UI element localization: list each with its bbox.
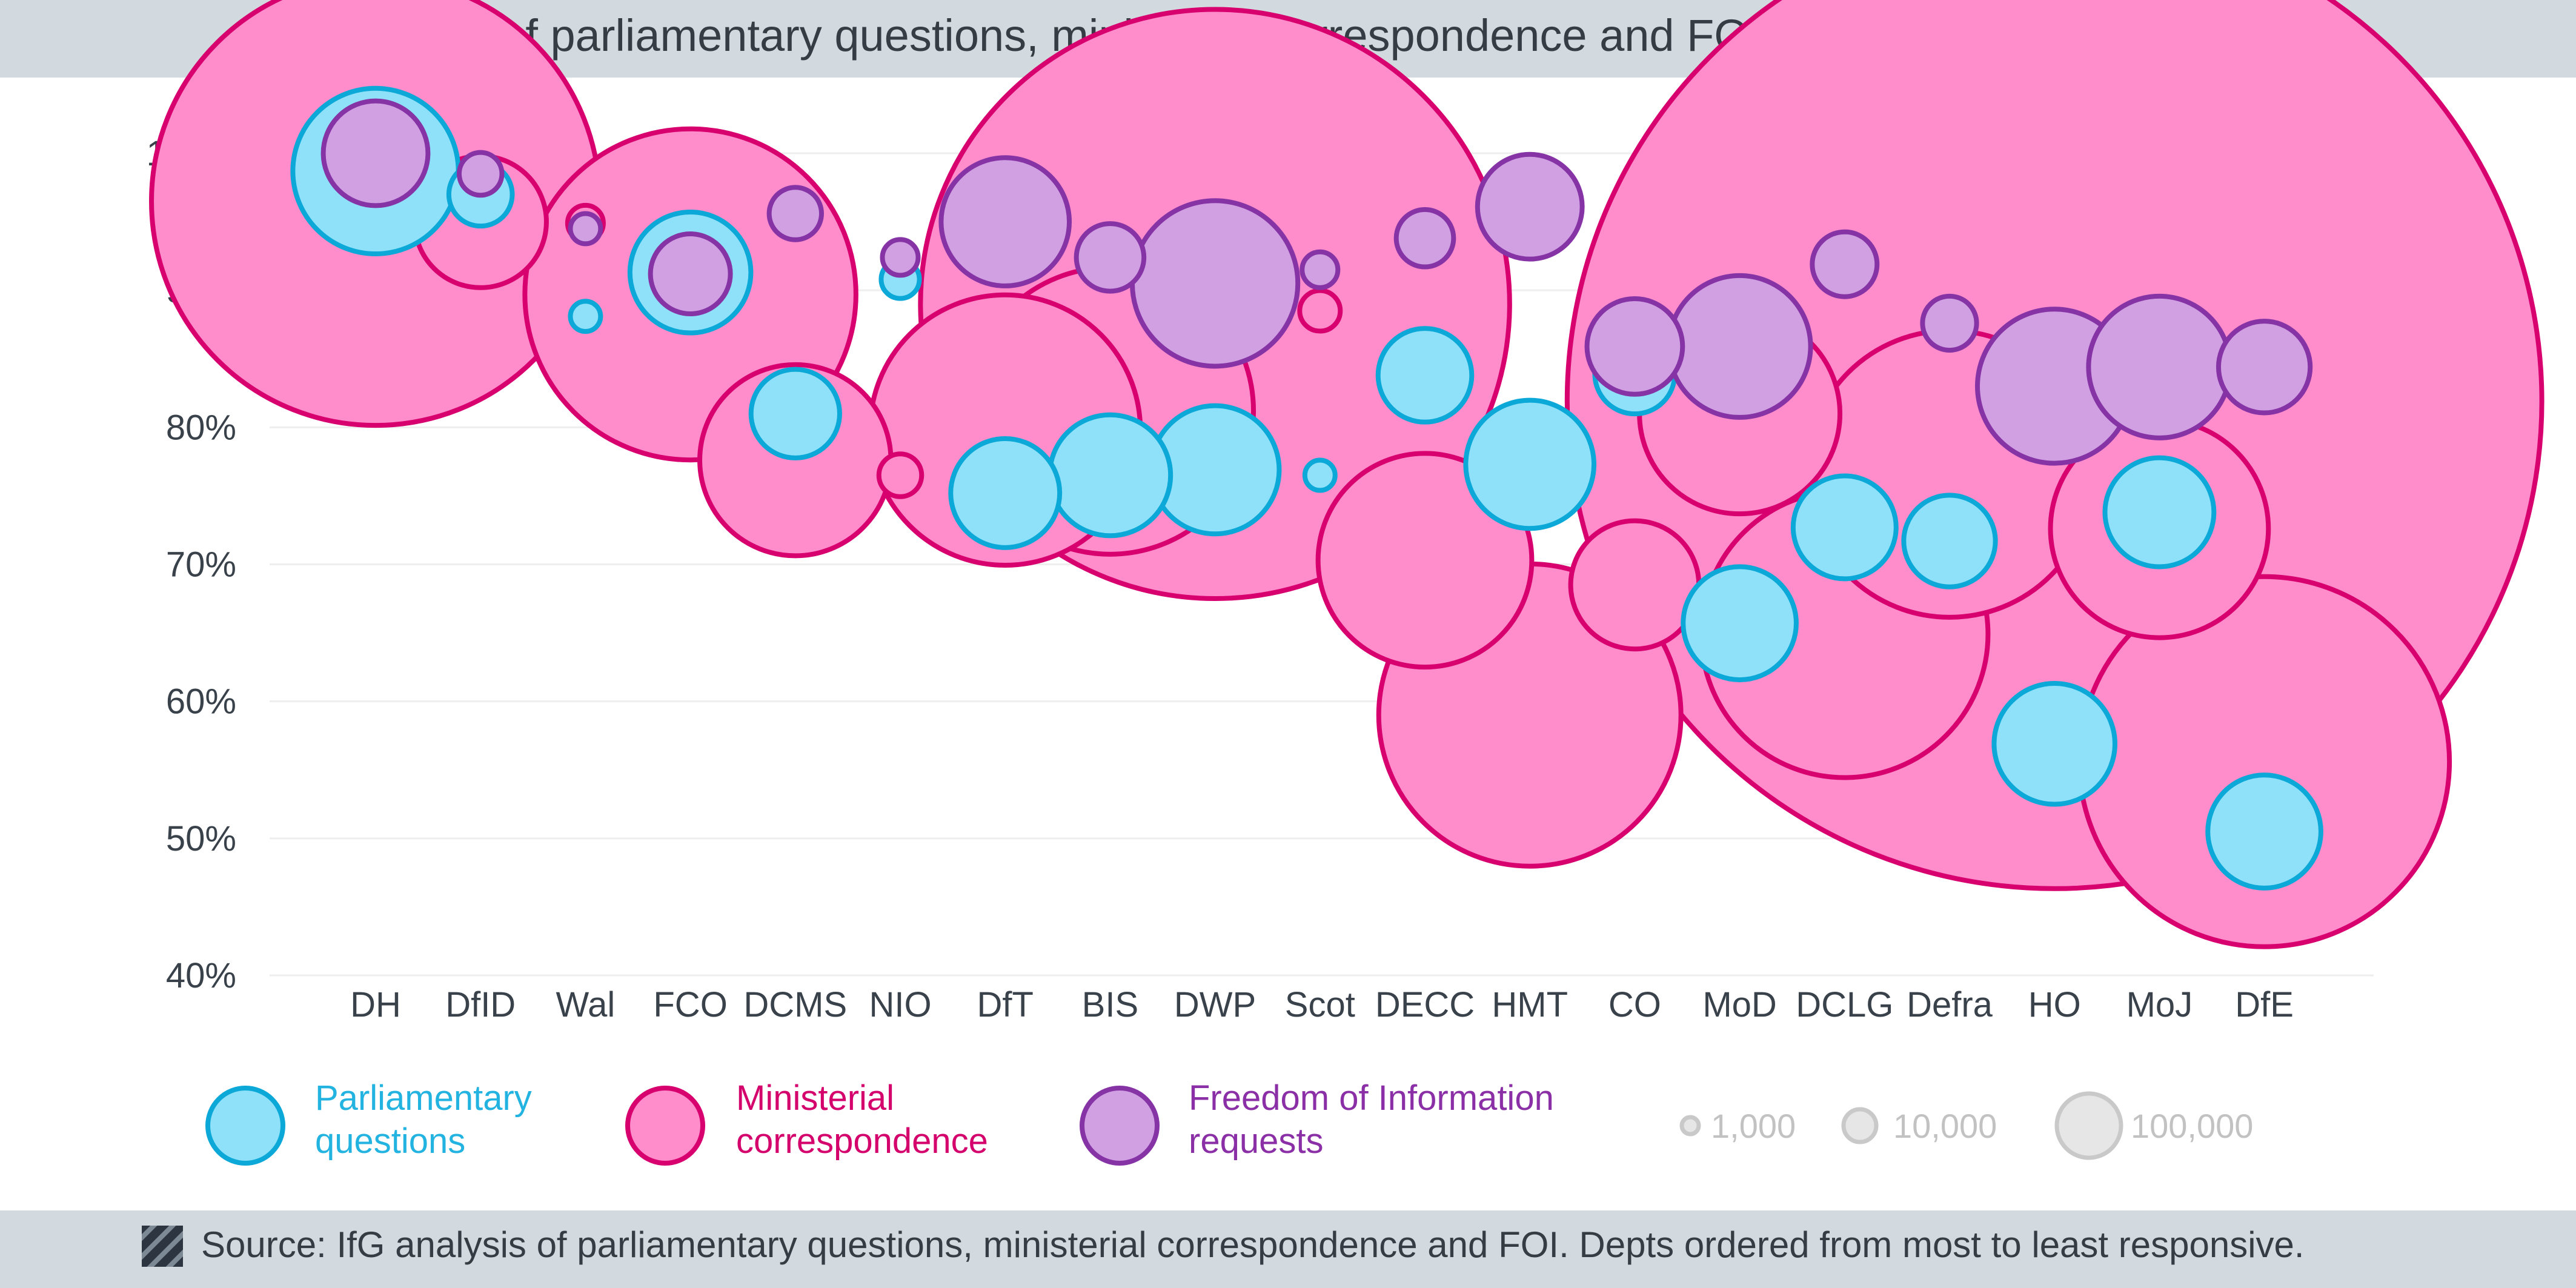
x-tick-label: MoJ: [2126, 985, 2193, 1024]
bubble-pq-defra: [1901, 493, 1998, 589]
bubble-pq-dft: [948, 436, 1063, 550]
x-tick-label: DCMS: [743, 985, 847, 1024]
bubble-pq-scot: [1302, 457, 1338, 493]
bubble-foi-wal: [568, 211, 603, 247]
y-tick-label: 60%: [166, 682, 236, 722]
y-tick-label: 40%: [166, 956, 236, 995]
bubble-pq-dclg: [1790, 473, 1899, 582]
bubble-foi-dfe: [2216, 319, 2313, 416]
bubble-foi-dclg: [1810, 229, 1880, 299]
legend-swatch-mc: [625, 1086, 705, 1166]
bubble-foi-moj: [2086, 293, 2233, 440]
x-axis: DH DfID Wal FCO DCMS NIO DfT BIS DWP Scot DECC HMT C…: [350, 985, 2294, 1024]
size-legend-circle: [1679, 1115, 1701, 1137]
x-tick-label: DfID: [445, 985, 516, 1024]
x-tick-label: HMT: [1492, 985, 1568, 1024]
bubble-foi-scot: [1300, 249, 1341, 290]
x-tick-label: BIS: [1082, 985, 1139, 1024]
legend-label-pq-line1: Parliamentary: [315, 1078, 532, 1118]
x-tick-label: Wal: [556, 985, 616, 1024]
x-tick-label: HO: [2028, 985, 2081, 1024]
size-legend-circle: [1841, 1107, 1879, 1144]
size-legend-circle: [2054, 1091, 2123, 1160]
bubble-foi-dcms: [766, 185, 825, 242]
x-tick-label: Defra: [1907, 985, 1993, 1024]
bubble-foi-dft: [938, 155, 1072, 288]
bubble-pq-dcms: [748, 367, 842, 460]
legend-swatch-foi: [1080, 1086, 1160, 1166]
bubble-foi-defra: [1920, 293, 1979, 353]
bubble-pq-dfe: [2205, 772, 2323, 891]
bubble-pq-bis: [1047, 412, 1173, 539]
x-tick-label: DECC: [1375, 985, 1475, 1024]
x-tick-label: DCLG: [1796, 985, 1893, 1024]
bubble-pq-mod: [1681, 564, 1799, 683]
bubble-pq-decc: [1375, 326, 1475, 425]
bubble-foi-dwp: [1129, 198, 1301, 369]
bubble-foi-co: [1584, 296, 1685, 397]
x-tick-label: DH: [350, 985, 401, 1024]
bubble-foi-fco: [648, 231, 733, 317]
data-marks: [149, 0, 2544, 949]
bubble-mc-scot: [1297, 288, 1343, 334]
source-logo-icon: [142, 1226, 183, 1267]
y-tick-label: 80%: [166, 408, 236, 447]
size-legend-label: 100,000: [2131, 1107, 2253, 1145]
x-tick-label: FCO: [653, 985, 727, 1024]
legend-label-foi-line2: requests: [1189, 1121, 1323, 1161]
bubble-pq-moj: [2102, 455, 2217, 569]
bubble-pq-wal: [568, 299, 603, 334]
bubble-foi-bis: [1074, 221, 1147, 294]
source-note: Source: IfG analysis of parliamentary qu…: [201, 1224, 2305, 1265]
y-tick-label: 70%: [166, 545, 236, 585]
bubble-foi-decc: [1393, 207, 1456, 270]
y-tick-label: 50%: [166, 819, 236, 858]
x-tick-label: Scot: [1285, 985, 1355, 1024]
bubble-foi-mod: [1666, 273, 1813, 420]
bubble-pq-hmt: [1463, 397, 1597, 531]
footer-band: [0, 1210, 2576, 1288]
x-tick-label: MoD: [1702, 985, 1776, 1024]
legend-label-mc-line1: Ministerial: [736, 1078, 894, 1118]
x-tick-label: DfE: [2235, 985, 2294, 1024]
x-tick-label: CO: [1608, 985, 1661, 1024]
bubble-foi-dh: [320, 98, 431, 208]
size-legend: 1,000 10,000 100,000: [1679, 1091, 2253, 1160]
bubble-mc-decc: [1315, 451, 1535, 670]
bubble-pq-ho: [1991, 681, 2117, 807]
bubble-foi-nio: [880, 237, 921, 278]
bubble-mc-co: [1568, 518, 1702, 652]
size-legend-label: 10,000: [1893, 1107, 1997, 1145]
bubble-foi-dfid: [456, 150, 505, 198]
bubble-mc-nio: [876, 451, 925, 499]
legend-label-pq-line2: questions: [315, 1121, 465, 1161]
x-tick-label: DfT: [977, 985, 1033, 1024]
size-legend-label: 1,000: [1711, 1107, 1796, 1145]
bubble-foi-hmt: [1475, 151, 1585, 262]
legend-label-foi-line1: Freedom of Information: [1189, 1078, 1554, 1118]
x-tick-label: DWP: [1174, 985, 1256, 1024]
legend-label-mc-line2: correspondence: [736, 1121, 988, 1161]
x-tick-label: NIO: [869, 985, 931, 1024]
legend-swatch-pq: [205, 1086, 285, 1166]
